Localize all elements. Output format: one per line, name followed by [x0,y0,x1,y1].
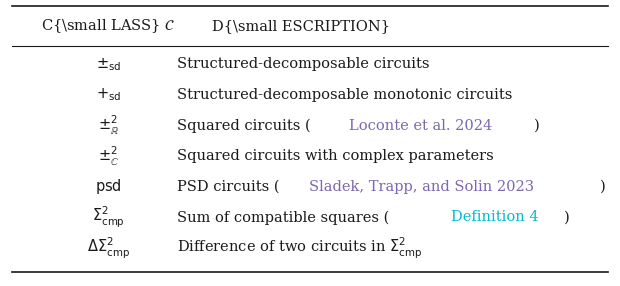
Text: Difference of two circuits in $\Sigma^{2}_{\mathrm{cmp}}$: Difference of two circuits in $\Sigma^{2… [177,235,422,261]
Text: Squared circuits with complex parameters: Squared circuits with complex parameters [177,149,494,163]
Text: $\pm_{\mathrm{sd}}$: $\pm_{\mathrm{sd}}$ [96,56,121,73]
Text: Structured-decomposable circuits: Structured-decomposable circuits [177,57,429,71]
Text: $\pm_{\mathbb{C}}^{2}$: $\pm_{\mathbb{C}}^{2}$ [98,144,119,168]
Text: PSD circuits (: PSD circuits ( [177,180,279,194]
Text: $\mathrm{psd}$: $\mathrm{psd}$ [95,177,122,196]
Text: $\Delta\Sigma^{2}_{\mathrm{cmp}}$: $\Delta\Sigma^{2}_{\mathrm{cmp}}$ [87,235,130,261]
Text: $\Sigma^{2}_{\mathrm{cmp}}$: $\Sigma^{2}_{\mathrm{cmp}}$ [92,205,125,230]
Text: Squared circuits (: Squared circuits ( [177,118,311,133]
Text: $+_{\mathrm{sd}}$: $+_{\mathrm{sd}}$ [96,87,121,103]
Text: Sum of compatible squares (: Sum of compatible squares ( [177,210,389,225]
Text: ): ) [600,180,605,194]
Text: Loconte et al. 2024: Loconte et al. 2024 [349,119,492,132]
Text: C{\small LASS} $\mathcal{C}$: C{\small LASS} $\mathcal{C}$ [42,17,175,35]
Text: Definition 4: Definition 4 [451,210,538,224]
Text: $\pm_{\mathbb{R}}^{2}$: $\pm_{\mathbb{R}}^{2}$ [98,114,119,137]
Text: Structured-decomposable monotonic circuits: Structured-decomposable monotonic circui… [177,88,512,102]
Text: D{\small ESCRIPTION}: D{\small ESCRIPTION} [211,19,390,33]
Text: Sladek, Trapp, and Solin 2023: Sladek, Trapp, and Solin 2023 [309,180,534,194]
Text: ): ) [564,210,569,224]
Text: ): ) [534,119,539,132]
